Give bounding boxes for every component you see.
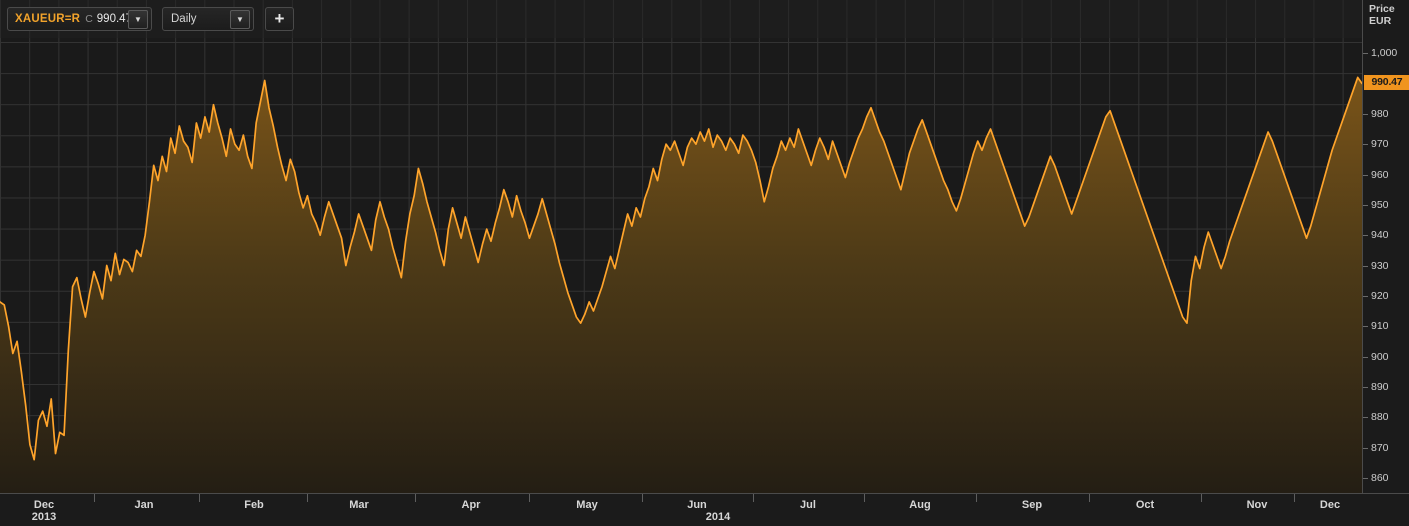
- price-tick: 940: [1363, 229, 1409, 241]
- date-axis-tick: [1089, 494, 1090, 502]
- last-price-label: 990.47: [96, 13, 132, 25]
- date-axis-year-2014: 2014: [705, 511, 731, 523]
- price-tick-mark: [1363, 265, 1368, 267]
- date-axis-tick: [753, 494, 754, 502]
- date-axis-label: Aug: [909, 499, 931, 511]
- date-axis-tick: [1201, 494, 1202, 502]
- date-axis-label: May: [576, 499, 598, 511]
- price-tick-label: 880: [1371, 411, 1389, 424]
- date-axis-tick: [864, 494, 865, 502]
- date-axis-tick: [94, 494, 95, 502]
- price-series-area: [0, 76, 1362, 493]
- price-tick-mark: [1363, 295, 1368, 297]
- price-tick: 930: [1363, 260, 1409, 272]
- price-tick-mark: [1363, 204, 1368, 206]
- price-tick-label: 860: [1371, 471, 1389, 484]
- price-tick: 880: [1363, 411, 1409, 423]
- price-tick-mark: [1363, 356, 1368, 358]
- price-tick-label: 960: [1371, 168, 1389, 181]
- price-tick: 910: [1363, 320, 1409, 332]
- date-axis[interactable]: Dec Jan Feb Mar Apr May Jun Jul Aug Sep Oct Nov Dec …: [0, 493, 1409, 526]
- date-axis-label: Feb: [244, 499, 264, 511]
- date-axis-tick: [415, 494, 416, 502]
- price-tick-mark: [1363, 386, 1368, 388]
- date-axis-label: Jan: [134, 499, 154, 511]
- price-tick-mark: [1363, 326, 1368, 328]
- chevron-down-icon[interactable]: ▼: [230, 10, 250, 29]
- date-axis-label: Jun: [687, 499, 707, 511]
- price-tick: 970: [1363, 138, 1409, 150]
- date-axis-tick: [529, 494, 530, 502]
- price-tick-label: 890: [1371, 380, 1389, 393]
- date-axis-tick: [976, 494, 977, 502]
- price-tick-label: 920: [1371, 289, 1389, 302]
- date-axis-tick: [199, 494, 200, 502]
- price-tick: 860: [1363, 472, 1409, 484]
- price-tick: 950: [1363, 199, 1409, 211]
- price-tick-mark: [1363, 417, 1368, 419]
- price-tick-label: 980: [1371, 107, 1389, 120]
- price-tick-mark: [1363, 235, 1368, 237]
- price-tick-label: 1,000: [1371, 47, 1398, 60]
- price-tick-label: 970: [1371, 138, 1389, 151]
- price-tick-mark: [1363, 174, 1368, 176]
- interval-selector[interactable]: Daily ▼: [162, 7, 254, 31]
- price-axis[interactable]: Price EUR 1,000 980 970 960 950 940 930 920 910 9…: [1362, 0, 1409, 493]
- date-axis-label: Oct: [1135, 499, 1155, 511]
- price-axis-header-line2: EUR: [1369, 15, 1392, 27]
- price-tick-label: 950: [1371, 198, 1389, 211]
- price-tick-mark: [1363, 447, 1368, 449]
- price-tick-label: 900: [1371, 350, 1389, 363]
- price-tick-mark: [1363, 144, 1368, 146]
- date-axis-label: Sep: [1021, 499, 1043, 511]
- date-axis-label: Dec: [1319, 499, 1341, 511]
- date-axis-label: Jul: [800, 499, 816, 511]
- price-tick: 900: [1363, 351, 1409, 363]
- price-axis-header: Price EUR: [1369, 3, 1395, 27]
- chevron-down-icon[interactable]: ▼: [128, 10, 148, 29]
- date-axis-label: Mar: [349, 499, 369, 511]
- date-axis-label: Dec: [33, 499, 55, 511]
- price-axis-header-line1: Price: [1369, 3, 1395, 15]
- price-tick: 1,000: [1363, 47, 1409, 59]
- current-price-badge: 990.47: [1364, 74, 1409, 90]
- date-axis-label: Nov: [1246, 499, 1268, 511]
- price-tick-label: 870: [1371, 441, 1389, 454]
- date-axis-year-2013: 2013: [31, 511, 57, 523]
- instrument-selector[interactable]: XAUEUR=R C 990.47 ▼: [7, 7, 152, 31]
- date-axis-tick: [307, 494, 308, 502]
- price-tick-label: 910: [1371, 320, 1389, 333]
- plus-icon: +: [274, 8, 285, 28]
- price-tick: 960: [1363, 169, 1409, 181]
- date-axis-tick: [1294, 494, 1295, 502]
- price-line: [0, 76, 1362, 461]
- close-flag-label: C: [85, 13, 93, 25]
- date-axis-label: Apr: [461, 499, 481, 511]
- price-area-fill: [0, 77, 1362, 493]
- price-tick-label: 940: [1371, 229, 1389, 242]
- price-tick: 870: [1363, 442, 1409, 454]
- add-indicator-button[interactable]: +: [265, 7, 294, 31]
- interval-label: Daily: [171, 13, 197, 25]
- price-tick: 920: [1363, 290, 1409, 302]
- price-tick-mark: [1363, 477, 1368, 479]
- date-axis-tick: [642, 494, 643, 502]
- price-tick-mark: [1363, 113, 1368, 115]
- instrument-ric-label: XAUEUR=R: [15, 13, 81, 25]
- price-tick: 890: [1363, 381, 1409, 393]
- price-tick-mark: [1363, 53, 1368, 55]
- price-tick-label: 930: [1371, 259, 1389, 272]
- chart-plot-area[interactable]: [0, 38, 1362, 493]
- chart-toolbar: XAUEUR=R C 990.47 ▼ Daily ▼ +: [0, 0, 1362, 38]
- price-tick: 980: [1363, 108, 1409, 120]
